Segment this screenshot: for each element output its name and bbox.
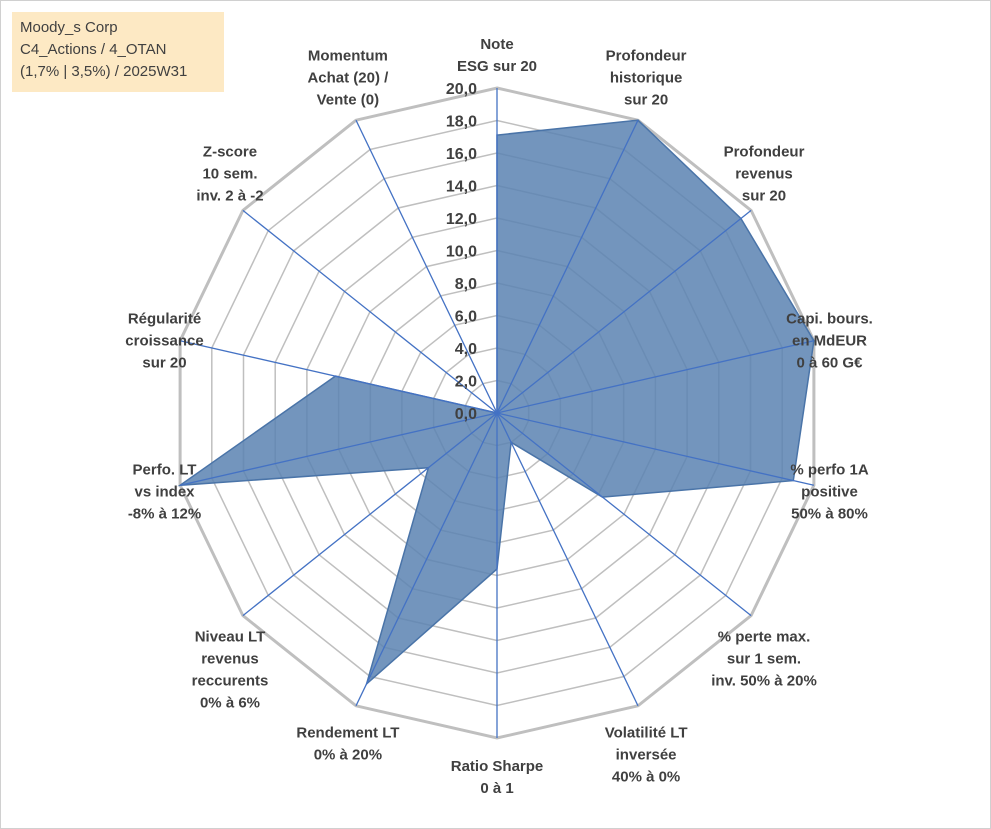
tick-label: 2,0 [455, 374, 477, 391]
category-label: sur 1 sem. [727, 650, 801, 667]
category-label: historique [610, 70, 683, 87]
category-label: revenus [735, 166, 793, 183]
category-label: Niveau LT [195, 628, 266, 645]
category-label: positive [801, 483, 858, 500]
spoke-line [496, 209, 752, 414]
category-label: -8% à 12% [128, 505, 201, 522]
spoke-line [242, 412, 498, 617]
category-label: Note [480, 36, 513, 53]
category-label: Profondeur [724, 144, 805, 161]
category-label: Vente (0) [317, 92, 380, 109]
category-label: 0% à 20% [314, 746, 382, 763]
category-label: inv. 50% à 20% [711, 672, 817, 689]
spoke-line [496, 412, 815, 486]
spoke-line [355, 412, 498, 707]
tick-label: 0,0 [455, 406, 477, 423]
category-label: Momentum [308, 48, 388, 65]
category-label: inv. 2 à -2 [196, 188, 263, 205]
category-label: sur 20 [142, 355, 186, 372]
tick-label: 10,0 [446, 244, 477, 261]
category-label: 0 à 1 [480, 780, 513, 797]
spoke-line [496, 412, 752, 617]
category-label: Rendement LT [296, 724, 399, 741]
spoke-line [179, 340, 498, 414]
spoke-line [496, 119, 639, 414]
category-label: Capi. bours. [786, 311, 873, 328]
category-label: inversée [616, 746, 677, 763]
category-label: croissance [125, 333, 203, 350]
category-label: 0 à 60 G€ [797, 355, 864, 372]
category-label: Z-score [203, 144, 257, 161]
tick-label: 8,0 [455, 276, 477, 293]
tick-label: 12,0 [446, 211, 477, 228]
category-label: vs index [134, 483, 195, 500]
spoke-line [355, 119, 498, 414]
spoke-line [242, 209, 498, 414]
title-line-category: C4_Actions / 4_OTAN [20, 41, 167, 58]
category-label: reccurents [192, 672, 269, 689]
category-label: Profondeur [606, 48, 687, 65]
tick-label: 6,0 [455, 309, 477, 326]
tick-label: 16,0 [446, 146, 477, 163]
category-label: Régularité [128, 311, 201, 328]
category-label: Volatilité LT [605, 724, 688, 741]
tick-label: 4,0 [455, 341, 477, 358]
spoke-line [496, 340, 815, 414]
tick-label: 18,0 [446, 114, 477, 131]
category-label: 50% à 80% [791, 505, 868, 522]
spoke-line [179, 412, 498, 486]
category-label: revenus [201, 650, 259, 667]
category-label: sur 20 [742, 188, 786, 205]
category-label: 0% à 6% [200, 694, 260, 711]
chart-title-box: Moody_s Corp C4_Actions / 4_OTAN (1,7% |… [12, 12, 224, 92]
category-label: Ratio Sharpe [451, 758, 544, 775]
category-label: % perfo 1A [790, 461, 869, 478]
category-label: Achat (20) / [307, 70, 389, 87]
category-label: Perfo. LT [133, 461, 197, 478]
category-label: % perte max. [718, 628, 811, 645]
category-label: 40% à 0% [612, 768, 680, 785]
title-line-stats: (1,7% | 3,5%) / 2025W31 [20, 63, 188, 80]
category-label: sur 20 [624, 92, 668, 109]
category-label: 10 sem. [202, 166, 257, 183]
title-line-company: Moody_s Corp [20, 19, 118, 36]
category-label: en MdEUR [792, 333, 867, 350]
category-label: ESG sur 20 [457, 58, 537, 75]
tick-label: 20,0 [446, 81, 477, 98]
spoke-line [496, 412, 639, 707]
tick-label: 14,0 [446, 179, 477, 196]
